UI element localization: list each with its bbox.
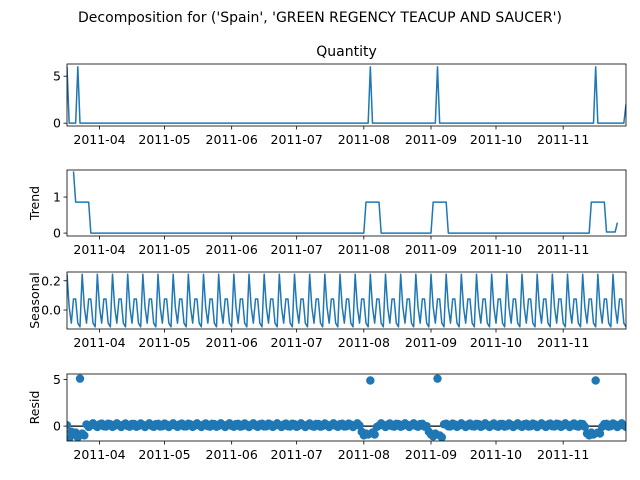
panel-seasonal: 0.0 0.2 2011-04 2011-05 2011-06 2011-07 2011-0… (27, 271, 627, 350)
y-axis-label: Seasonal (27, 272, 42, 329)
residual-point (67, 420, 72, 430)
x-tick-label: 2011-10 (470, 447, 522, 462)
y-tick-label: 5 (53, 69, 61, 84)
x-tick-label: 2011-07 (271, 447, 323, 462)
y-tick-label: 0 (53, 419, 61, 434)
x-tick-label: 2011-11 (537, 242, 589, 257)
x-tick-label: 2011-08 (338, 242, 390, 257)
x-tick-label: 2011-09 (405, 447, 457, 462)
y-tick-label: 0.0 (41, 303, 61, 318)
x-tick-label: 2011-04 (73, 335, 125, 350)
x-tick-label: 2011-08 (338, 447, 390, 462)
residual-point (80, 431, 89, 440)
plot-area (67, 66, 626, 124)
x-tick-label: 2011-04 (73, 242, 125, 257)
plot-area (67, 273, 626, 328)
x-tick-label: 2011-05 (138, 242, 190, 257)
x-tick-label: 2011-05 (138, 447, 190, 462)
x-tick-label: 2011-07 (271, 335, 323, 350)
series-line (67, 273, 626, 328)
x-tick-label: 2011-11 (537, 132, 589, 147)
x-tick-label: 2011-05 (138, 335, 190, 350)
residual-points (67, 374, 626, 441)
residual-point (580, 422, 590, 431)
plot-area (72, 171, 619, 234)
residual-point (366, 376, 375, 385)
y-tick-label: 0 (53, 226, 61, 241)
axes-frame (66, 373, 627, 442)
panel-trend: 0 1 2011-04 2011-05 2011-06 2011-07 2011-08 201… (27, 169, 627, 257)
panel-title: Quantity (316, 44, 377, 60)
residual-point (621, 422, 626, 432)
x-tick-label: 2011-06 (206, 335, 258, 350)
axes-frame (66, 63, 627, 127)
x-tick-label: 2011-09 (405, 132, 457, 147)
x-tick-label: 2011-09 (405, 335, 457, 350)
residual-point (75, 374, 85, 383)
x-tick-label: 2011-05 (138, 132, 190, 147)
x-tick-label: 2011-04 (73, 132, 125, 147)
residual-point (433, 374, 442, 383)
figure-title: Decomposition for ('Spain', 'GREEN REGEN… (78, 10, 562, 26)
axes-frame (66, 169, 627, 237)
x-tick-label: 2011-06 (206, 132, 258, 147)
residual-point (437, 433, 447, 441)
x-tick-label: 2011-09 (405, 242, 457, 257)
x-tick-label: 2011-11 (537, 335, 589, 350)
series-line (67, 66, 626, 124)
x-tick-label: 2011-11 (537, 447, 589, 462)
x-tick-label: 2011-04 (73, 447, 125, 462)
residual-point (591, 376, 600, 385)
panel-quantity: 0 5 2011-04 2011-05 2011-06 2011-07 2011-08 201… (53, 44, 627, 147)
y-tick-label: 1 (53, 190, 61, 205)
y-tick-label: 5 (53, 372, 61, 387)
residual-point (595, 429, 605, 438)
y-axis-label: Resid (27, 391, 42, 425)
y-tick-label: 0.2 (41, 273, 61, 288)
x-tick-label: 2011-10 (470, 335, 522, 350)
y-tick-label: 0 (53, 116, 61, 131)
residual-point (370, 430, 379, 439)
x-tick-label: 2011-07 (271, 132, 323, 147)
x-tick-label: 2011-06 (206, 242, 258, 257)
series-line (72, 171, 619, 234)
x-tick-label: 2011-07 (271, 242, 323, 257)
y-axis-label: Trend (27, 186, 42, 221)
x-tick-label: 2011-08 (338, 335, 390, 350)
x-tick-label: 2011-10 (470, 132, 522, 147)
x-tick-label: 2011-06 (206, 447, 258, 462)
x-tick-label: 2011-08 (338, 132, 390, 147)
x-tick-label: 2011-10 (470, 242, 522, 257)
panel-resid: 0 5 2011-04 2011-05 2011-06 2011-07 2011-08 201… (27, 372, 627, 462)
plot-area (67, 374, 626, 441)
axes-frame (66, 271, 627, 330)
